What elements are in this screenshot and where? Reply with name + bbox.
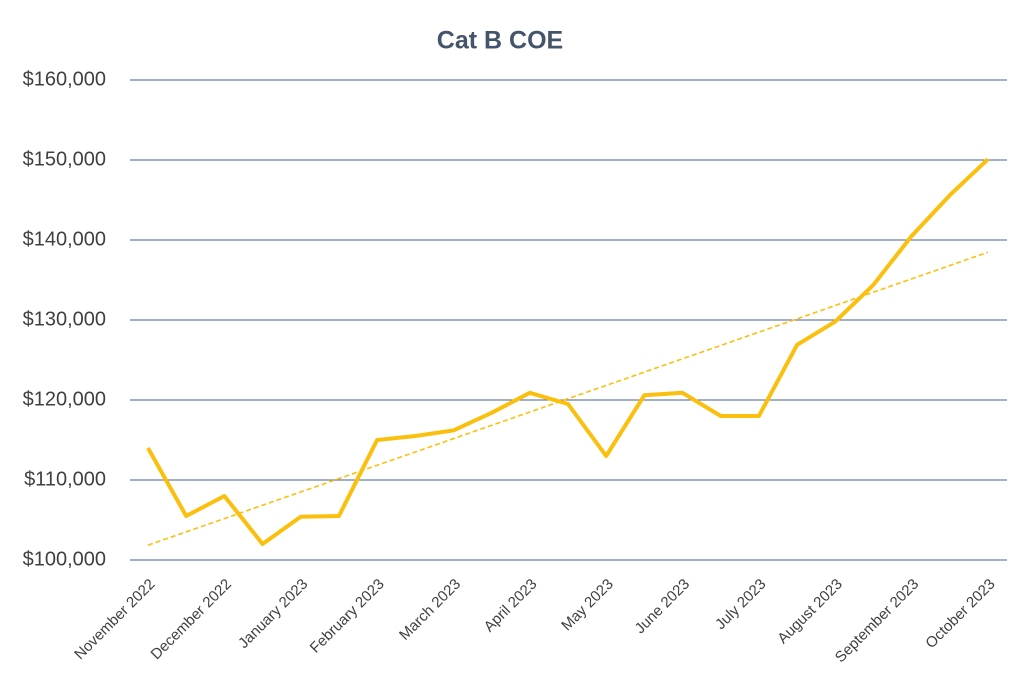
x-tick-label: November 2022 <box>71 576 158 663</box>
x-tick-label: September 2023 <box>832 576 922 666</box>
x-tick-label: April 2023 <box>481 576 541 636</box>
x-tick-label: October 2023 <box>922 576 998 652</box>
x-tick-label: January 2023 <box>235 576 311 652</box>
x-tick-label: March 2023 <box>396 576 464 644</box>
y-tick-label: $100,000 <box>23 548 106 570</box>
x-tick-label: February 2023 <box>307 576 388 657</box>
y-tick-label: $130,000 <box>23 308 106 330</box>
trendline <box>147 251 989 546</box>
x-tick-label: May 2023 <box>558 576 617 635</box>
x-tick-label: August 2023 <box>774 576 846 648</box>
y-tick-label: $120,000 <box>23 388 106 410</box>
y-tick-label: $150,000 <box>23 148 106 170</box>
x-tick-label: June 2023 <box>632 576 694 638</box>
x-tick-label: July 2023 <box>712 576 769 633</box>
data-line <box>146 157 990 546</box>
chart-title: Cat B COE <box>437 27 563 55</box>
y-tick-label: $140,000 <box>23 228 106 250</box>
x-tick-label: December 2022 <box>148 576 235 663</box>
y-tick-label: $160,000 <box>23 68 106 90</box>
y-tick-label: $110,000 <box>24 468 106 490</box>
